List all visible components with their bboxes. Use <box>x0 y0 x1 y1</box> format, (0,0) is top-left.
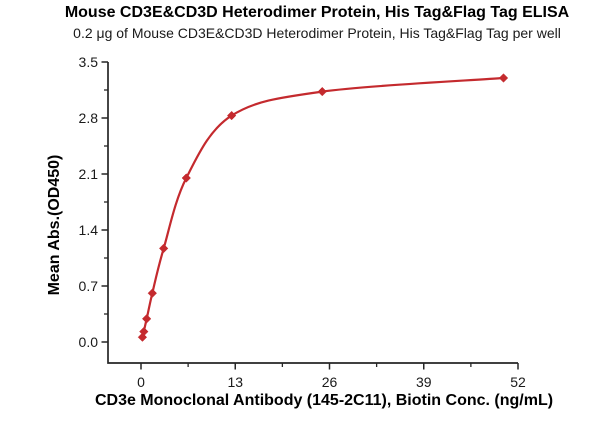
x-tick-label: 52 <box>510 374 526 390</box>
data-point-marker <box>317 86 327 97</box>
y-axis-title: Mean Abs.(OD450) <box>46 154 63 296</box>
chart-subtitle: 0.2 μg of Mouse CD3E&CD3D Heterodimer Pr… <box>73 25 561 41</box>
y-tick-label: 1.4 <box>79 222 99 238</box>
y-tick-label: 0.0 <box>79 334 99 350</box>
fit-curve <box>141 76 505 339</box>
data-point-marker <box>181 173 191 183</box>
y-tick-label: 3.5 <box>79 54 99 70</box>
data-point-marker <box>142 314 152 324</box>
data-point-marker <box>226 110 237 121</box>
data-point-marker <box>159 243 169 254</box>
data-point-marker <box>147 288 157 298</box>
x-axis-title: CD3e Monoclonal Antibody (145-2C11), Bio… <box>94 392 554 409</box>
data-point-marker <box>498 73 509 83</box>
data-point-marker <box>139 326 149 337</box>
x-tick-label: 13 <box>227 374 243 390</box>
x-tick-label: 0 <box>137 374 145 390</box>
x-tick-label: 26 <box>322 374 338 390</box>
chart-title: Mouse CD3E&CD3D Heterodimer Protein, His… <box>64 4 570 21</box>
data-point-marker <box>137 332 148 342</box>
x-tick-label: 39 <box>416 374 432 390</box>
y-tick-label: 0.7 <box>79 278 99 294</box>
y-tick-label: 2.8 <box>79 110 99 126</box>
y-tick-label: 2.1 <box>79 166 99 182</box>
axes-frame <box>107 62 518 364</box>
